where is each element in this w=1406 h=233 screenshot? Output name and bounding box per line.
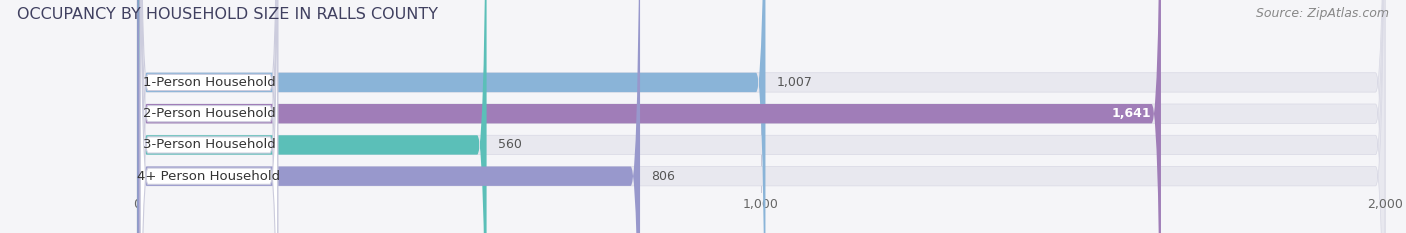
Text: Source: ZipAtlas.com: Source: ZipAtlas.com	[1256, 7, 1389, 20]
FancyBboxPatch shape	[138, 0, 1161, 233]
FancyBboxPatch shape	[138, 0, 640, 233]
FancyBboxPatch shape	[138, 0, 765, 233]
Text: 1,641: 1,641	[1112, 107, 1152, 120]
FancyBboxPatch shape	[141, 0, 277, 233]
FancyBboxPatch shape	[138, 0, 1385, 233]
FancyBboxPatch shape	[141, 0, 277, 233]
Text: 806: 806	[651, 170, 675, 183]
Text: 1-Person Household: 1-Person Household	[142, 76, 276, 89]
FancyBboxPatch shape	[141, 0, 277, 233]
FancyBboxPatch shape	[141, 0, 277, 233]
FancyBboxPatch shape	[138, 0, 486, 233]
FancyBboxPatch shape	[138, 0, 1385, 233]
Text: 1,007: 1,007	[776, 76, 813, 89]
Text: 3-Person Household: 3-Person Household	[142, 138, 276, 151]
Text: 560: 560	[498, 138, 522, 151]
Text: 4+ Person Household: 4+ Person Household	[138, 170, 281, 183]
FancyBboxPatch shape	[138, 0, 1385, 233]
Text: OCCUPANCY BY HOUSEHOLD SIZE IN RALLS COUNTY: OCCUPANCY BY HOUSEHOLD SIZE IN RALLS COU…	[17, 7, 437, 22]
Text: 2-Person Household: 2-Person Household	[142, 107, 276, 120]
FancyBboxPatch shape	[138, 0, 1385, 233]
